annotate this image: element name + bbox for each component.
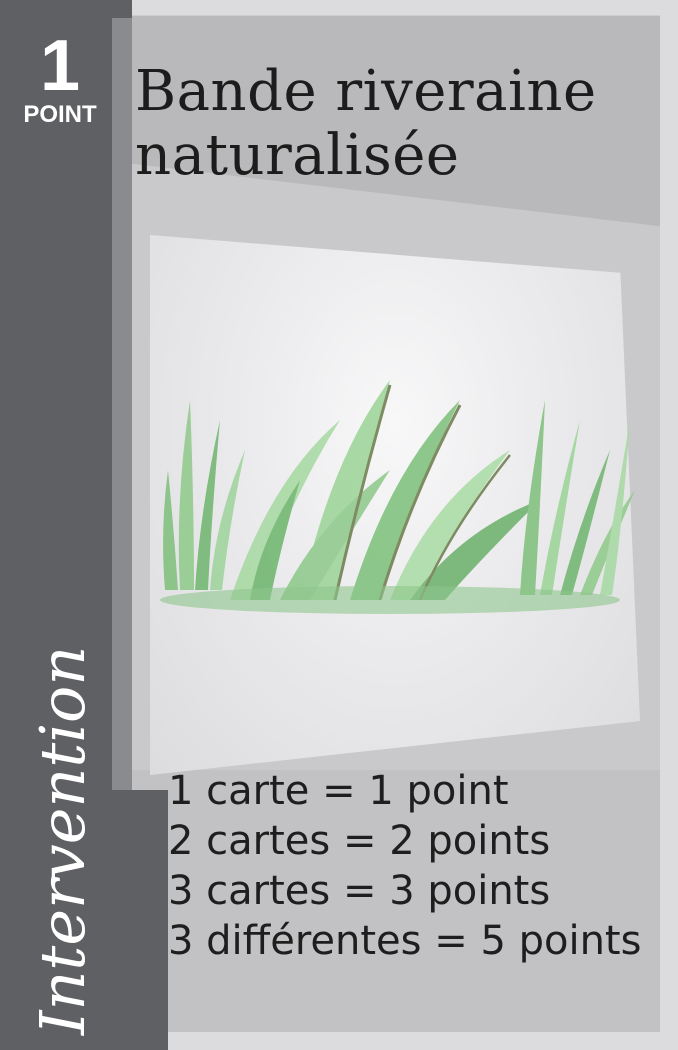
left-band-edge (112, 18, 132, 790)
point-value: 1 (39, 26, 81, 106)
rules-panel (112, 770, 660, 1032)
card-title-line2: naturalisée (135, 123, 460, 188)
point-label: POINT (23, 101, 97, 128)
card-title: Bande riveraine naturalisée (135, 60, 635, 188)
left-band-lower (0, 790, 168, 1050)
rule-line-3: 3 cartes = 3 points (168, 868, 551, 914)
riparian-vegetation-illustration-icon (160, 380, 635, 614)
card-title-line1: Bande riveraine (135, 59, 597, 124)
scoring-rules: 1 carte = 1 point 2 cartes = 2 points 3 … (168, 766, 658, 966)
rule-line-2: 2 cartes = 2 points (168, 818, 551, 864)
point-value-badge: 1 POINT (14, 30, 106, 128)
rule-line-1: 1 carte = 1 point (168, 768, 509, 814)
card-category: Intervention (26, 646, 99, 1035)
rule-line-4: 3 différentes = 5 points (168, 918, 642, 964)
